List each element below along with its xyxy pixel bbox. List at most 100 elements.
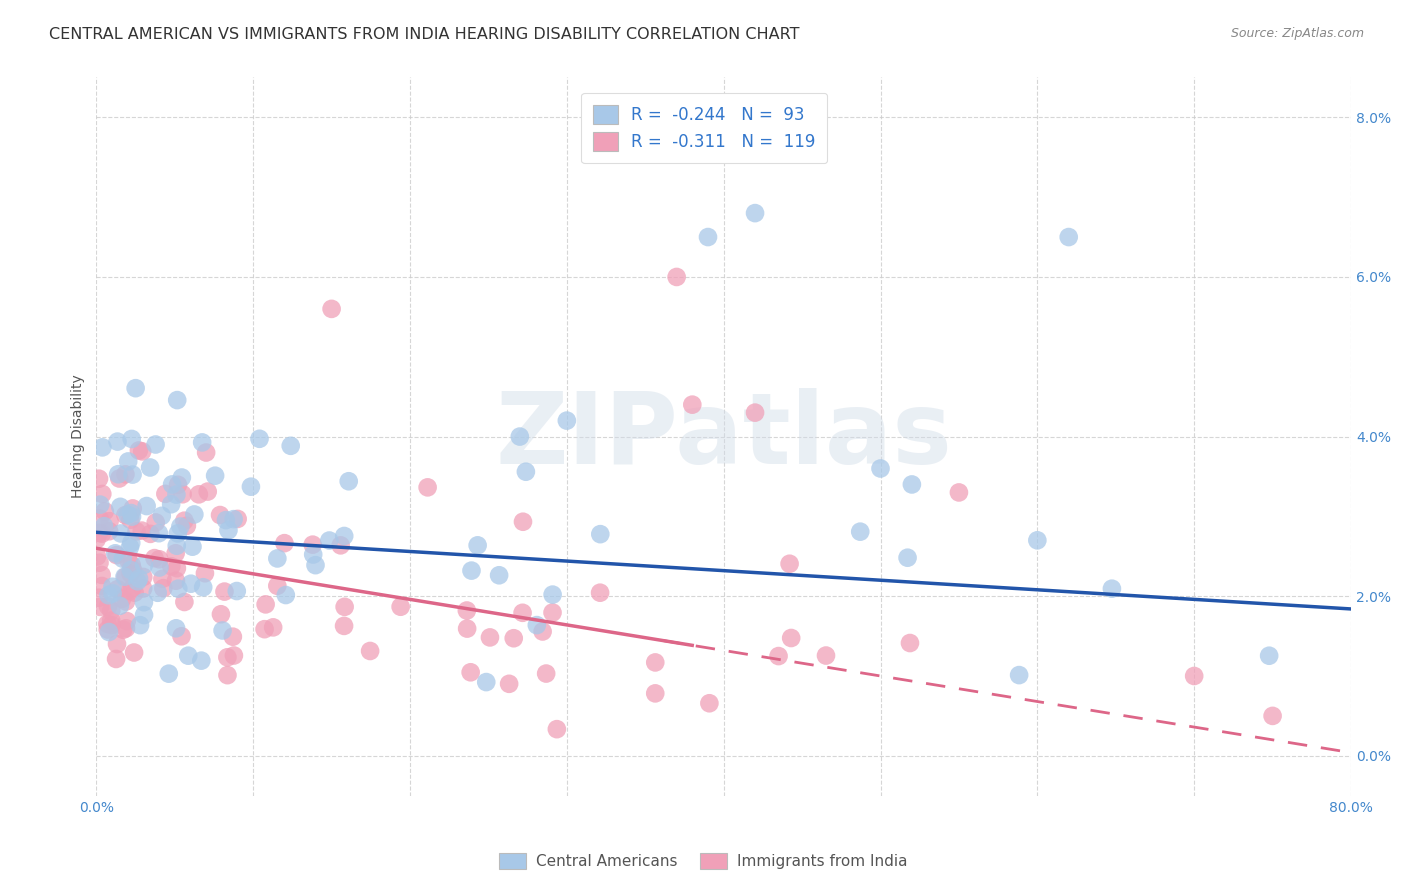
Point bbox=[416, 480, 439, 494]
Point bbox=[120, 536, 142, 550]
Point bbox=[512, 515, 534, 529]
Point bbox=[509, 429, 531, 443]
Text: CENTRAL AMERICAN VS IMMIGRANTS FROM INDIA HEARING DISABILITY CORRELATION CHART: CENTRAL AMERICAN VS IMMIGRANTS FROM INDI… bbox=[49, 27, 800, 42]
Point bbox=[333, 529, 356, 543]
Point bbox=[169, 519, 191, 533]
Point bbox=[239, 480, 262, 494]
Point bbox=[132, 570, 155, 584]
Point bbox=[304, 558, 326, 573]
Point bbox=[177, 648, 200, 663]
Point bbox=[211, 624, 233, 638]
Point bbox=[475, 675, 498, 690]
Point bbox=[124, 381, 146, 395]
Point bbox=[215, 513, 238, 527]
Point bbox=[131, 444, 153, 458]
Point bbox=[112, 623, 135, 637]
Point bbox=[91, 579, 114, 593]
Point bbox=[166, 561, 188, 575]
Point bbox=[222, 512, 245, 526]
Point bbox=[118, 540, 141, 554]
Legend: Central Americans, Immigrants from India: Central Americans, Immigrants from India bbox=[492, 847, 914, 875]
Point bbox=[118, 584, 141, 599]
Point bbox=[167, 582, 190, 596]
Point bbox=[120, 506, 142, 520]
Point bbox=[121, 501, 143, 516]
Point bbox=[191, 435, 214, 450]
Point bbox=[541, 606, 564, 620]
Point bbox=[534, 666, 557, 681]
Point bbox=[217, 650, 239, 665]
Point bbox=[898, 636, 921, 650]
Point bbox=[222, 630, 245, 644]
Point bbox=[301, 538, 323, 552]
Point bbox=[87, 591, 110, 605]
Point bbox=[333, 619, 356, 633]
Point bbox=[90, 526, 112, 541]
Point bbox=[280, 439, 302, 453]
Point bbox=[128, 572, 150, 586]
Point bbox=[262, 620, 284, 634]
Point bbox=[89, 556, 111, 570]
Point bbox=[1182, 669, 1205, 683]
Point bbox=[107, 467, 129, 482]
Point bbox=[814, 648, 837, 663]
Point bbox=[541, 588, 564, 602]
Point bbox=[124, 585, 146, 599]
Point bbox=[644, 686, 666, 700]
Point bbox=[93, 519, 115, 533]
Point bbox=[128, 443, 150, 458]
Point bbox=[91, 441, 114, 455]
Point bbox=[166, 539, 188, 553]
Point bbox=[204, 468, 226, 483]
Point bbox=[253, 622, 276, 636]
Point bbox=[101, 580, 124, 594]
Point bbox=[132, 582, 155, 596]
Point bbox=[152, 581, 174, 595]
Point bbox=[460, 665, 482, 680]
Point bbox=[502, 632, 524, 646]
Point bbox=[145, 437, 167, 451]
Point bbox=[193, 580, 215, 594]
Point bbox=[183, 508, 205, 522]
Point bbox=[100, 604, 122, 618]
Point bbox=[110, 526, 132, 541]
Point bbox=[114, 570, 136, 584]
Point bbox=[1261, 709, 1284, 723]
Point bbox=[1026, 533, 1049, 548]
Point bbox=[96, 616, 118, 631]
Point bbox=[209, 508, 232, 522]
Point bbox=[173, 595, 195, 609]
Point bbox=[467, 538, 489, 552]
Point bbox=[849, 524, 872, 539]
Point bbox=[173, 514, 195, 528]
Point bbox=[101, 586, 124, 600]
Point bbox=[768, 649, 790, 664]
Point bbox=[780, 631, 803, 645]
Point bbox=[120, 563, 142, 577]
Point bbox=[274, 588, 297, 602]
Text: ZIPatlas: ZIPatlas bbox=[495, 388, 952, 485]
Point bbox=[148, 526, 170, 541]
Point bbox=[180, 576, 202, 591]
Point bbox=[266, 579, 288, 593]
Point bbox=[665, 269, 688, 284]
Point bbox=[150, 508, 173, 523]
Point bbox=[460, 564, 482, 578]
Point bbox=[111, 551, 134, 566]
Point bbox=[170, 629, 193, 643]
Point bbox=[1008, 668, 1031, 682]
Point bbox=[589, 527, 612, 541]
Point bbox=[121, 581, 143, 595]
Point bbox=[273, 536, 295, 550]
Point bbox=[1258, 648, 1281, 663]
Point bbox=[166, 393, 188, 408]
Point bbox=[97, 599, 120, 614]
Point bbox=[498, 677, 520, 691]
Point bbox=[157, 666, 180, 681]
Point bbox=[166, 526, 188, 541]
Point bbox=[779, 557, 801, 571]
Point bbox=[139, 460, 162, 475]
Point bbox=[249, 432, 271, 446]
Point bbox=[197, 484, 219, 499]
Point bbox=[117, 454, 139, 468]
